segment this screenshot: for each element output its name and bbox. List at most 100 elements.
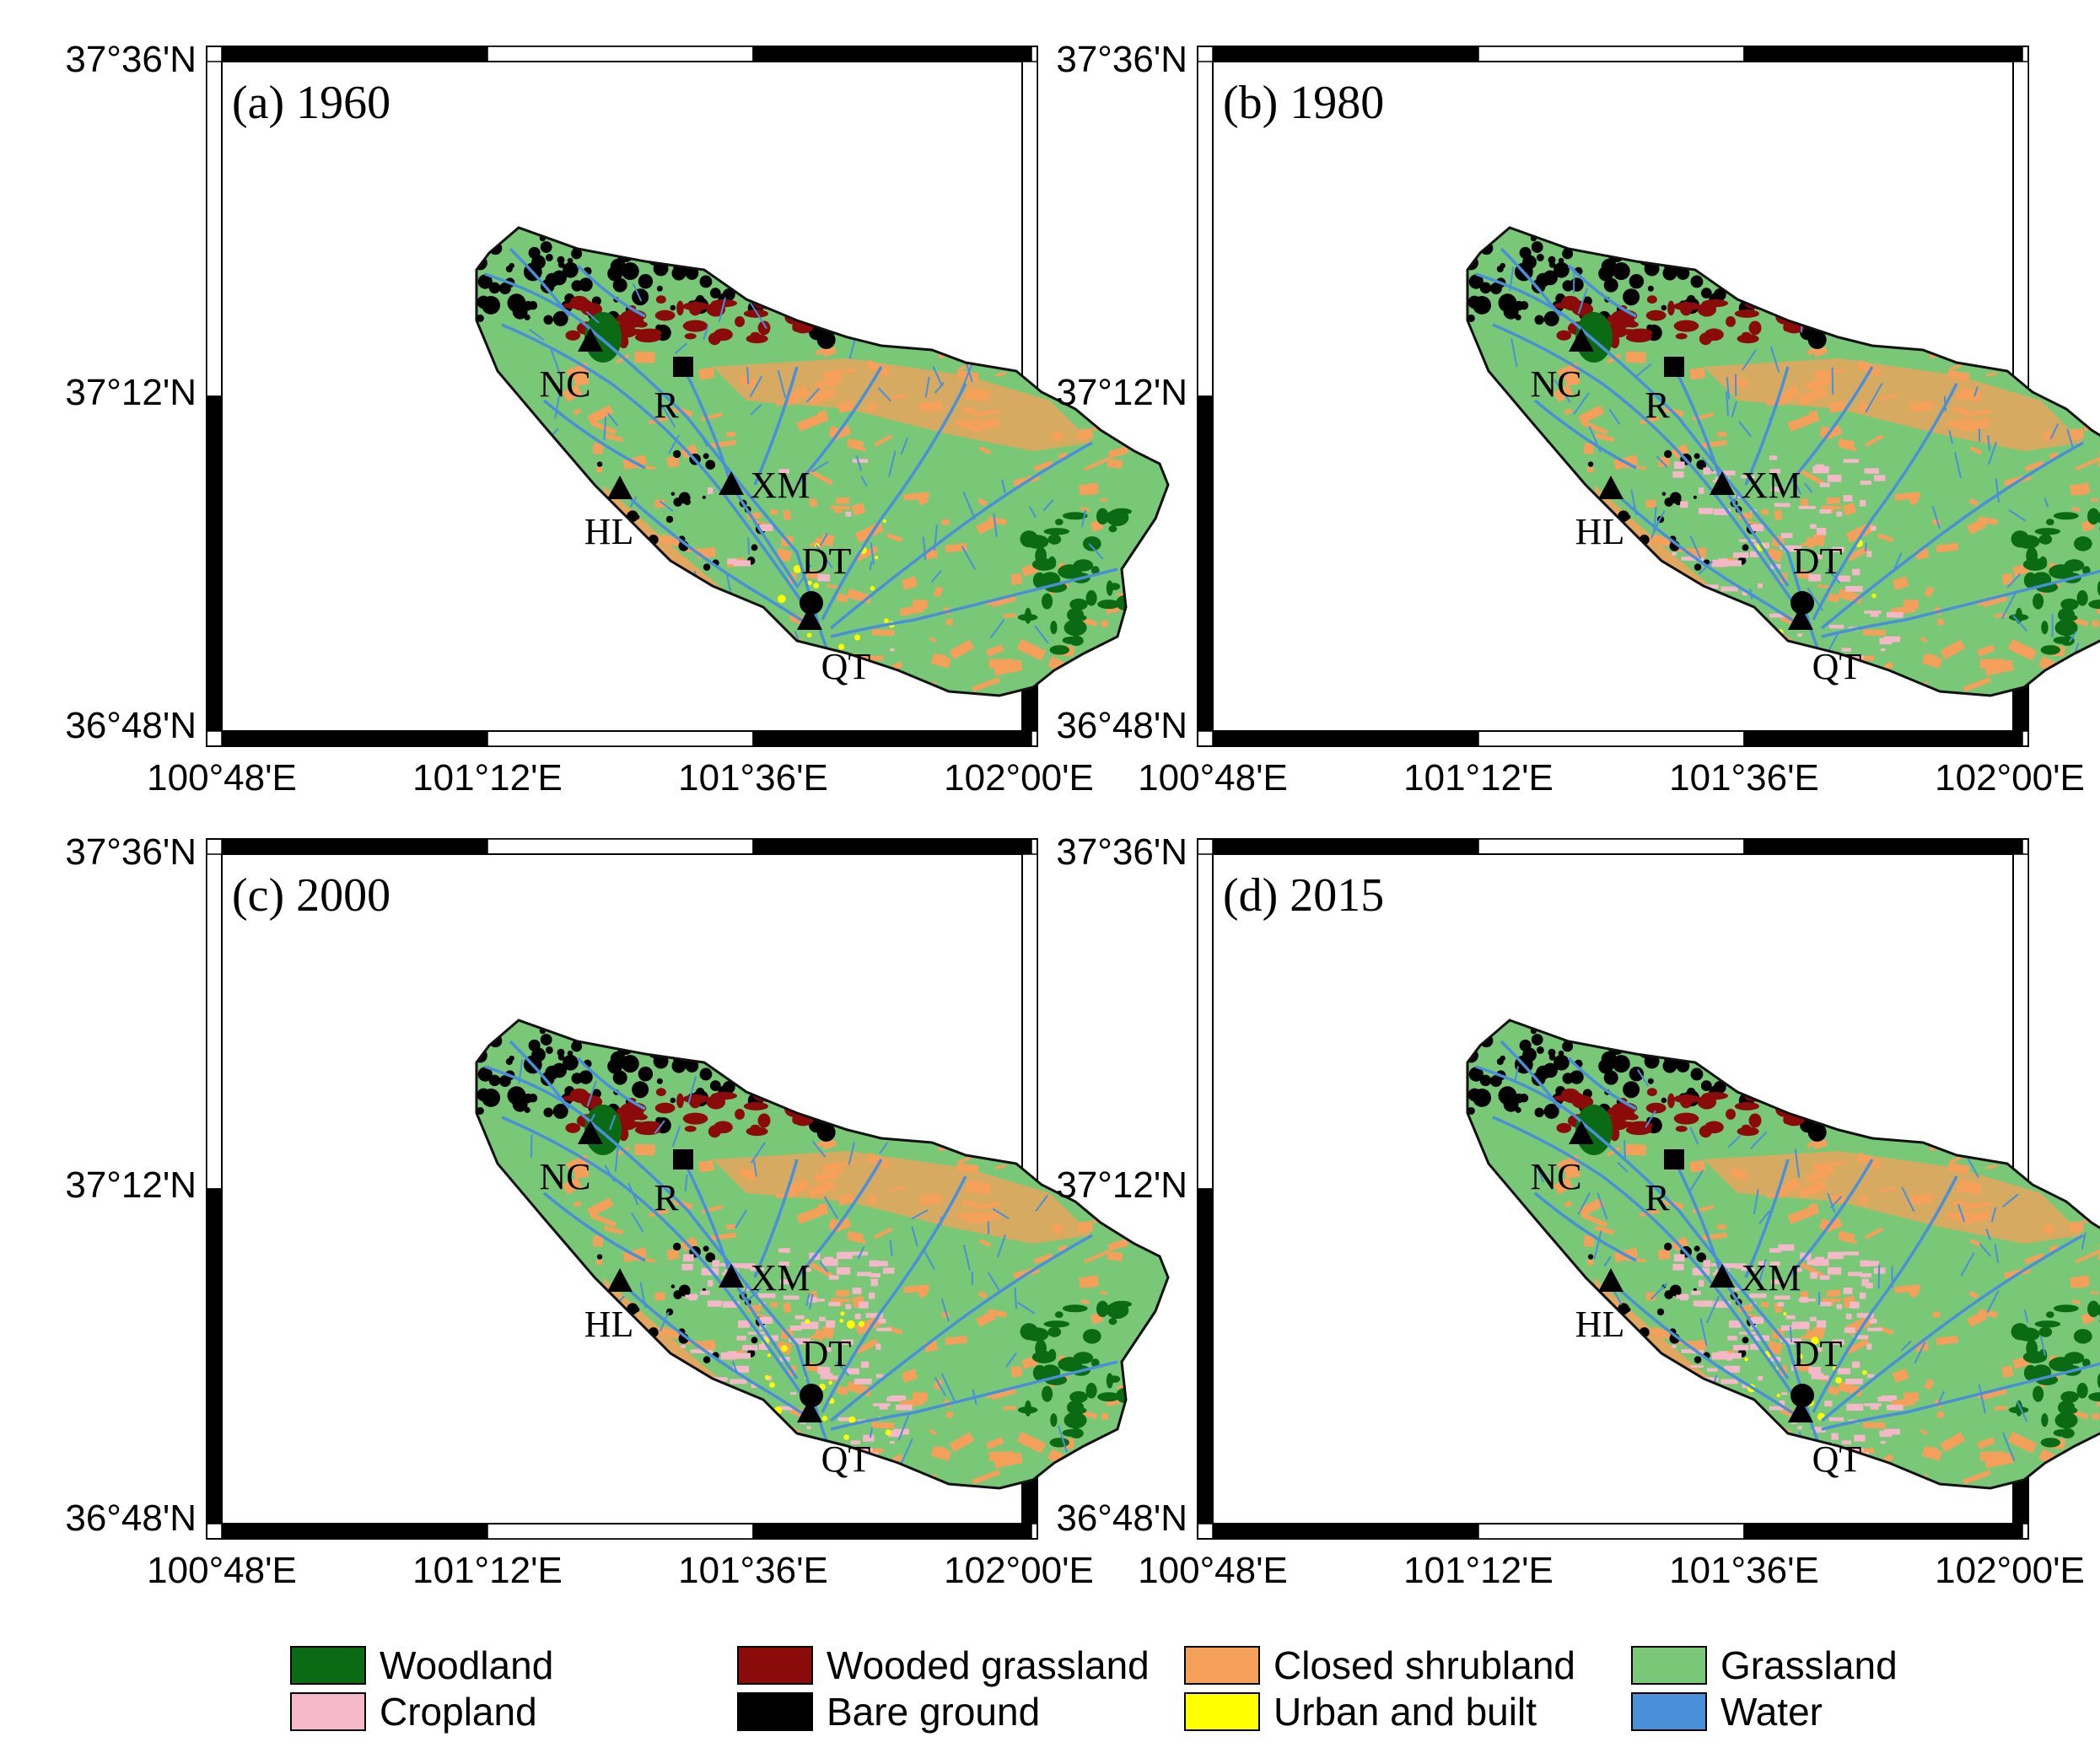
urban-patch (1871, 593, 1877, 599)
tributary (1656, 455, 1668, 468)
legend-swatch (1184, 1692, 1260, 1731)
shrubland-patch (978, 1238, 992, 1248)
tributary (750, 302, 767, 330)
cropland-patch (1843, 459, 1860, 463)
frame-bar-side (2012, 853, 2029, 1190)
woodland-patch (1063, 619, 1087, 637)
cropland-patch (727, 558, 737, 565)
shrubland-band (1704, 358, 2083, 451)
cropland-patch (878, 1319, 886, 1324)
cropland-patch (1672, 471, 1684, 478)
tributary (1804, 482, 1813, 493)
tributary (2023, 1309, 2029, 1323)
river (1786, 1159, 1874, 1279)
cropland-patch (873, 1403, 891, 1406)
shrubland-patch (1978, 516, 1998, 525)
shrubland-patch (2089, 363, 2100, 372)
cropland-patch (681, 1263, 693, 1271)
station-marker (1710, 471, 1735, 495)
tributary (1052, 275, 1056, 288)
tributary (1987, 442, 1997, 465)
bare-ground-patch (545, 272, 560, 288)
bare-ground-patch (678, 492, 691, 504)
river (1820, 441, 2084, 630)
cropland-patch (1808, 574, 1822, 582)
bare-ground-patch (632, 1081, 649, 1099)
bare-ground-patch (477, 1067, 493, 1082)
shrubland-patch (2090, 497, 2099, 503)
station-marker (1664, 357, 1684, 377)
wooded-grassland-patch (706, 1094, 726, 1110)
station-marker (1788, 606, 1813, 630)
lat-tick-label: 37°12'N (65, 372, 197, 413)
shrubland-patch (1828, 1385, 1840, 1395)
cropland-patch (1680, 501, 1688, 508)
cropland-patch (1812, 1427, 1826, 1433)
tributary (660, 403, 676, 428)
wooded-grassland-patch (654, 1102, 676, 1114)
tributary (961, 546, 977, 570)
wooded-grassland-patch (735, 316, 745, 327)
wooded-grassland-patch (1748, 320, 1762, 336)
lat-tick-label: 37°12'N (1056, 372, 1187, 413)
shrubland-patch (1796, 569, 1812, 580)
bare-ground-patch (1612, 262, 1630, 281)
urban-patch (1835, 1377, 1842, 1384)
station-label: NC (539, 1156, 590, 1197)
shrubland-patch (1671, 1236, 1689, 1252)
tributary (911, 1209, 929, 1220)
urban-patch (793, 564, 802, 573)
shrubland-patch (2090, 1290, 2099, 1295)
tributary (1749, 588, 1753, 600)
bare-ground-patch (579, 1070, 593, 1084)
shrubland-patch (1796, 1362, 1812, 1373)
shrubland-patch (1940, 1432, 1966, 1453)
tributary (1577, 1191, 1591, 1215)
cropland-patch (736, 1336, 746, 1341)
map-panel: (a) 1960 NC R XM HL DT QT 37°36'N 37°12'N 36°48'N… (65, 39, 1170, 799)
shrubland-patch (1936, 618, 1945, 626)
tributary (1035, 1195, 1048, 1212)
tributary (703, 325, 709, 341)
urban-patch (846, 1320, 855, 1329)
bare-ground-patch (1473, 1088, 1492, 1107)
bare-ground-patch (1467, 1106, 1475, 1115)
bare-ground-patch (1742, 544, 1749, 551)
station-marker (800, 1384, 823, 1407)
bare-ground-patch (596, 1254, 603, 1260)
bare-ground-patch (672, 449, 681, 459)
woodland-patch (1017, 614, 1038, 621)
cropland-patch (1812, 1258, 1829, 1266)
woodland-patch (2017, 1327, 2040, 1342)
legend-label: Bare ground (827, 1690, 1040, 1734)
bare-ground-patch (607, 266, 623, 282)
river (542, 399, 646, 470)
bare-ground-patch (671, 266, 687, 281)
urban-patch (885, 1429, 891, 1436)
tributary (687, 1076, 697, 1105)
river (1533, 399, 1637, 470)
tributary (1068, 335, 1080, 364)
tributary (897, 1413, 910, 1441)
cropland-patch (733, 1365, 749, 1373)
cropland-patch (1770, 1279, 1784, 1285)
cropland-patch (870, 1278, 878, 1287)
shrubland-patch (2001, 1365, 2014, 1378)
cropland-patch (707, 487, 713, 494)
cropland-patch (1860, 1260, 1870, 1267)
cropland-patch (850, 1440, 861, 1444)
shrubland-patch (603, 1225, 624, 1235)
shrubland-patch (2080, 1167, 2097, 1181)
cropland-patch (1841, 1440, 1852, 1444)
bare-ground-patch (670, 304, 676, 311)
tributary (989, 619, 1005, 639)
shrubland-patch (949, 639, 975, 660)
shrubland-patch (986, 644, 1004, 657)
frame-bar-top (1212, 838, 1479, 855)
bare-ground-patch (1693, 453, 1700, 460)
tributary (1995, 478, 2000, 503)
tributary (2038, 1143, 2054, 1171)
shrubland-patch (2024, 1253, 2044, 1265)
cropland-patch (1810, 1316, 1817, 1321)
cropland-patch (1832, 1339, 1844, 1345)
